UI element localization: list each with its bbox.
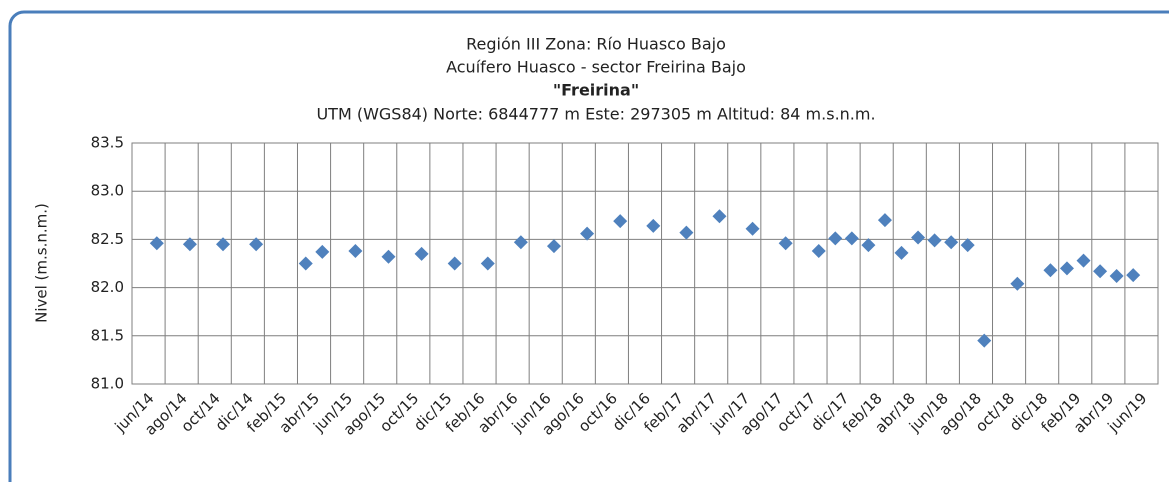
data-point — [182, 237, 197, 252]
data-point — [1126, 268, 1141, 283]
y-tick-label: 83.5 — [91, 134, 124, 152]
data-point — [513, 235, 528, 250]
data-point — [1093, 264, 1108, 279]
y-tick-label: 82.5 — [91, 230, 124, 248]
data-point — [911, 230, 926, 245]
data-point — [1010, 276, 1025, 291]
y-tick-label: 81.0 — [91, 375, 124, 393]
data-point — [811, 243, 826, 258]
data-point — [249, 237, 264, 252]
data-point — [778, 236, 793, 251]
data-point — [861, 238, 876, 253]
data-point — [381, 249, 396, 264]
data-point — [613, 214, 628, 229]
data-point — [745, 221, 760, 236]
data-point — [712, 209, 727, 224]
data-point — [216, 237, 231, 252]
data-point — [977, 333, 992, 348]
data-point — [927, 233, 942, 248]
data-point — [1109, 269, 1124, 284]
chart-border — [8, 10, 1169, 482]
data-point — [348, 243, 363, 258]
data-point — [828, 231, 843, 246]
y-axis-label: Nivel (m.s.n.m.) — [33, 203, 51, 323]
data-point — [298, 256, 313, 271]
y-tick-label: 81.5 — [91, 326, 124, 344]
data-point — [580, 226, 595, 241]
chart-subtitle: Acuífero Huasco - sector Freirina Bajo — [446, 58, 746, 77]
data-point — [679, 225, 694, 240]
chart-station: "Freirina" — [553, 81, 639, 100]
data-point — [646, 218, 661, 233]
data-point — [315, 244, 330, 259]
data-point — [480, 256, 495, 271]
data-point — [1076, 253, 1091, 268]
data-point — [149, 236, 164, 251]
chart-title: Región III Zona: Río Huasco Bajo — [466, 35, 726, 54]
data-point — [844, 231, 859, 246]
data-point — [447, 256, 462, 271]
plot-frame — [131, 142, 1159, 385]
data-point — [960, 238, 975, 253]
y-tick-label: 83.0 — [91, 182, 124, 200]
data-point — [1059, 261, 1074, 276]
data-point — [944, 235, 959, 250]
data-point — [877, 213, 892, 228]
chart-coordinates: UTM (WGS84) Norte: 6844777 m Este: 29730… — [316, 105, 875, 124]
data-point — [1043, 263, 1058, 278]
y-tick-label: 82.0 — [91, 278, 124, 296]
data-point — [894, 245, 909, 260]
data-point — [414, 246, 429, 261]
data-point — [546, 239, 561, 254]
